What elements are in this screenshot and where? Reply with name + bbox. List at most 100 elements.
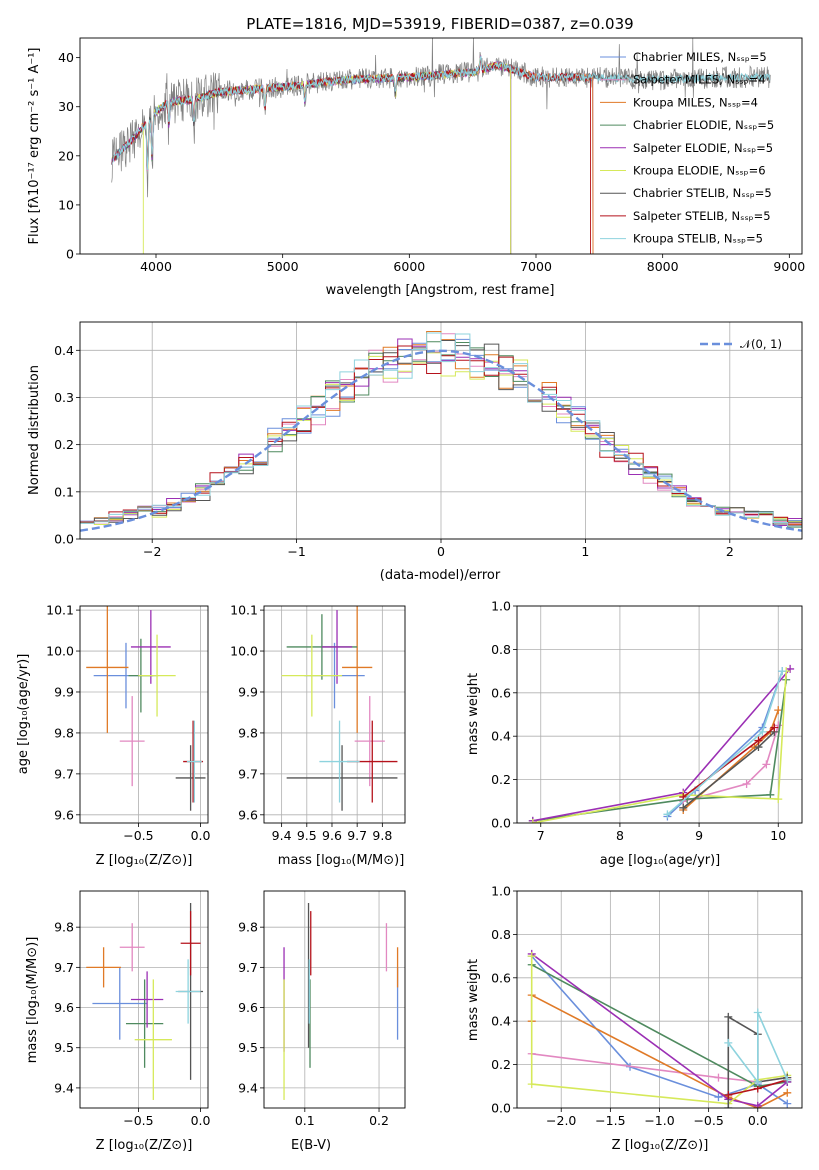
y-tick-label: 0.0 — [54, 532, 74, 547]
y-axis-label: age [log₁₀(age/yr)] — [16, 654, 31, 775]
y-tick-label: 0.2 — [491, 772, 511, 787]
y-tick-label: 0 — [66, 247, 74, 262]
x-tick-label: 9.6 — [322, 828, 342, 843]
x-tick-label: −2.0 — [546, 1113, 576, 1128]
age_vs_Z-axes: −0.5 0.0 9.6 9.7 9.8 9.9 10.0 10.1 — [46, 603, 211, 843]
y-tick-label: 9.7 — [238, 766, 258, 781]
weight-point — [679, 803, 688, 812]
y-tick-label: 0.4 — [491, 1014, 511, 1029]
weight-point — [770, 723, 779, 732]
spectrum-frame — [79, 37, 803, 255]
residuals-frame — [79, 321, 803, 540]
x-axis-label: wavelength [Angstrom, rest frame] — [326, 283, 555, 298]
normal-curve — [80, 349, 802, 532]
y-tick-label: 10 — [58, 197, 74, 212]
y-tick-label: 0.8 — [491, 642, 511, 657]
y-tick-label: 10.0 — [46, 644, 74, 659]
x-tick-label: 0.0 — [191, 828, 211, 843]
age_vs_Z-frame — [79, 605, 209, 824]
weight-line — [727, 1012, 789, 1085]
legend-label: Salpeter STELIB, Nₛₛₚ=5 — [633, 209, 771, 223]
weight_vs_age-plot-area — [528, 664, 795, 823]
y-tick-label: 9.9 — [54, 684, 74, 699]
weight-point — [762, 760, 771, 769]
legend-label: Kroupa MILES, Nₛₛₚ=4 — [633, 95, 758, 109]
x-tick-label: 9.5 — [297, 828, 317, 843]
x-tick-label: −2 — [143, 544, 161, 559]
y-tick-label: 30 — [58, 99, 74, 114]
x-tick-label: 9.4 — [272, 828, 292, 843]
mass_vs_ebv-axes: 0.1 0.2 9.4 9.5 9.6 9.7 9.8 — [238, 890, 406, 1128]
y-tick-label: 20 — [58, 148, 74, 163]
y-axis-label: mass weight — [466, 959, 481, 1041]
x-axis-label: Z [log₁₀(Z/Z⊙)] — [96, 1138, 193, 1153]
y-tick-label: 9.8 — [54, 725, 74, 740]
x-tick-label: 6000 — [393, 259, 425, 274]
weight-point — [724, 1104, 733, 1108]
x-tick-label: −0.5 — [123, 1113, 153, 1128]
legend-label: Chabrier ELODIE, Nₛₛₚ=5 — [633, 118, 774, 132]
legend-label: Chabrier STELIB, Nₛₛₚ=5 — [633, 186, 772, 200]
age_vs_Z-plot-area — [86, 606, 206, 811]
x-tick-label: 8000 — [647, 259, 679, 274]
x-axis-label: Z [log₁₀(Z/Z⊙)] — [96, 853, 193, 868]
weight-point — [663, 810, 672, 819]
weight-point — [714, 1093, 723, 1102]
x-axis-label: Z [log₁₀(Z/Z⊙)] — [612, 1138, 709, 1153]
x-tick-label: 4000 — [140, 259, 172, 274]
y-tick-label: 0.0 — [491, 816, 511, 831]
y-tick-label: 9.4 — [238, 1080, 258, 1095]
x-tick-label: 9.8 — [372, 828, 392, 843]
legend-label: Chabrier MILES, Nₛₛₚ=5 — [633, 50, 767, 64]
weight-point — [758, 727, 767, 736]
y-axis-label: mass weight — [466, 673, 481, 755]
weight-point — [783, 1088, 792, 1097]
legend-label: Salpeter ELODIE, Nₛₛₚ=5 — [633, 141, 773, 155]
y-tick-label: 10.1 — [46, 603, 74, 618]
x-tick-label: −0.5 — [693, 1113, 723, 1128]
legend-label: Salpeter MILES, Nₛₛₚ=4 — [633, 73, 766, 87]
spectrum-axes: 4000 5000 6000 7000 8000 9000 0 10 20 30 40 — [58, 37, 805, 274]
weight-point — [766, 790, 775, 799]
mass_vs_Z-frame — [79, 890, 209, 1109]
x-axis-label: (data-model)/error — [380, 568, 501, 583]
weight-point — [774, 795, 783, 804]
x-tick-label: 7 — [537, 828, 545, 843]
y-tick-label: 0.8 — [491, 927, 511, 942]
y-tick-label: 0.1 — [54, 484, 74, 499]
weight-point — [724, 1090, 733, 1099]
residual-histogram — [80, 332, 802, 539]
y-tick-label: 9.7 — [54, 960, 74, 975]
weight-point — [527, 952, 536, 961]
weight_vs_Z-axes: −2.0 −1.5 −1.0 −0.5 0.0 0.0 0.2 0.4 0.6 0.8 1.0 — [491, 884, 803, 1128]
weight-point — [753, 1008, 762, 1017]
weight-point — [724, 1012, 733, 1021]
x-tick-label: 9 — [695, 828, 703, 843]
weight-point — [783, 1099, 792, 1108]
y-tick-label: 40 — [58, 50, 74, 65]
x-tick-label: 5000 — [267, 259, 299, 274]
y-tick-label: 9.5 — [238, 1040, 258, 1055]
x-tick-label: 9000 — [773, 259, 805, 274]
y-tick-label: 0.6 — [491, 685, 511, 700]
age_vs_mass-axes: 9.4 9.5 9.6 9.7 9.8 9.6 9.7 9.8 9.9 10.0 10.1 — [230, 603, 406, 843]
y-tick-label: 0.6 — [491, 970, 511, 985]
x-tick-label: 0 — [437, 544, 445, 559]
weight_vs_Z-plot-area — [527, 949, 792, 1108]
x-tick-label: −1.5 — [595, 1113, 625, 1128]
y-tick-label: 9.5 — [54, 1040, 74, 1055]
legend-label: Kroupa STELIB, Nₛₛₚ=5 — [633, 232, 763, 246]
y-tick-label: 9.7 — [54, 766, 74, 781]
x-tick-label: 0.1 — [295, 1113, 315, 1128]
weight_vs_age-axes: 7 8 9 10 0.0 0.2 0.4 0.6 0.8 1.0 — [491, 599, 803, 843]
weight_vs_age-frame — [516, 605, 803, 824]
y-tick-label: 9.6 — [238, 807, 258, 822]
spectrum-plot-area — [111, 38, 771, 254]
weight-point — [753, 1101, 762, 1108]
y-axis-label: mass [log₁₀(M/M⊙)] — [25, 937, 40, 1064]
y-tick-label: 0.4 — [54, 343, 74, 358]
weight-point — [742, 779, 751, 788]
legend-label: 𝒩(0, 1) — [740, 337, 782, 351]
y-tick-label: 1.0 — [491, 599, 511, 614]
y-tick-label: 1.0 — [491, 884, 511, 899]
